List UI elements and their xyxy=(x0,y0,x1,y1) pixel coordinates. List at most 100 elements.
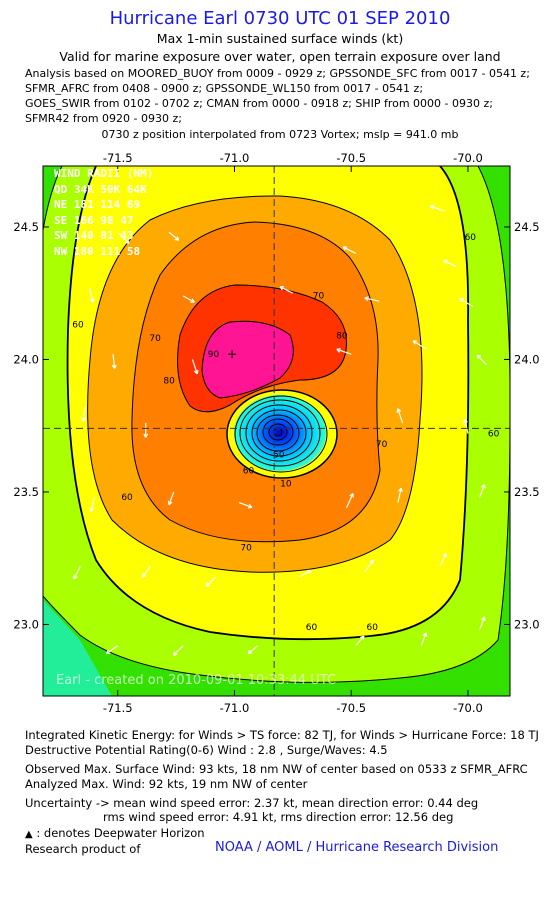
uncertainty-line-2: rms wind speed error: 4.91 kt, rms direc… xyxy=(103,810,454,824)
eye-contour-2 xyxy=(234,395,328,473)
wind-vector xyxy=(167,491,175,506)
deepwater-legend: ▲ : denotes Deepwater Horizon xyxy=(25,826,205,840)
wind-vector xyxy=(355,635,365,647)
wind-vector xyxy=(476,354,488,366)
contour-lines xyxy=(43,166,510,683)
contour-label: 90 xyxy=(208,350,220,360)
wind-vector xyxy=(111,354,117,369)
wind-vector xyxy=(247,645,259,655)
wind-vector xyxy=(342,246,357,254)
wind-vector xyxy=(89,287,95,303)
wind-vector xyxy=(463,418,469,434)
wind-radii-row: QD 34K 50K 64K xyxy=(54,182,147,196)
eye-contour-5 xyxy=(251,409,307,457)
analysis-line-1: Analysis based on MOORED_BUOY from 0009 … xyxy=(25,67,530,80)
research-label: Research product of xyxy=(25,842,141,856)
position-note: 0730 z position interpolated from 0723 V… xyxy=(101,128,459,141)
contour-label: 60 xyxy=(72,321,84,331)
analysis-line-2: SFMR_AFRC from 0408 - 0900 z; GPSSONDE_W… xyxy=(25,82,424,95)
contour-label: 10 xyxy=(280,480,292,490)
watermark: Earl - created on 2010-09-01 10:33:44 UT… xyxy=(56,673,337,688)
wind-radii-row: SW 140 81 43 xyxy=(54,229,134,243)
wind-radii-row: NW 180 111 58 xyxy=(54,244,141,258)
contour-label: 70 xyxy=(313,292,325,302)
wind-vector xyxy=(89,497,95,513)
wind-vector xyxy=(429,204,445,212)
contour-label: 60 xyxy=(488,429,500,439)
contour-label: 70 xyxy=(240,543,252,553)
wind-radii-title: WIND RADII (NM) xyxy=(54,167,154,180)
wind-vector xyxy=(420,632,428,646)
wind-vector xyxy=(459,297,473,307)
axis-ticks xyxy=(43,166,510,696)
uncertainty-line-1: Uncertainty -> mean wind speed error: 2.… xyxy=(25,796,479,810)
x-tick-label: -71.5 xyxy=(103,151,133,165)
x-tick-label: -70.5 xyxy=(336,151,366,165)
x-tick-label: -70.5 xyxy=(336,701,366,715)
fill-below-40-sw xyxy=(43,600,112,696)
x-tick-label: -70.0 xyxy=(453,701,483,715)
wind-vector xyxy=(238,501,253,509)
wind-vector xyxy=(182,295,195,303)
y-tick-label: 23.0 xyxy=(13,617,39,631)
validity-note: Valid for marine exposure over water, op… xyxy=(59,49,501,64)
wind-vector xyxy=(172,645,184,656)
wind-vector xyxy=(336,348,352,355)
wind-vector xyxy=(168,231,180,241)
kinetic-energy: Integrated Kinetic Energy: for Winds > T… xyxy=(25,728,539,742)
wind-vector xyxy=(479,616,486,630)
x-tick-label: -71.0 xyxy=(220,701,250,715)
wind-vector xyxy=(346,492,354,509)
contour-line-90 xyxy=(201,320,294,399)
wind-radii-row: NE 181 114 69 xyxy=(54,198,141,212)
chart-subtitle: Max 1-min sustained surface winds (kt) xyxy=(156,31,404,46)
contour-labels: 60 70 60 70 80 90 80 70 60 60 50 60 10 70 60 60 xyxy=(72,233,499,633)
contour-label: 80 xyxy=(163,376,175,386)
contour-line-64 xyxy=(87,195,423,573)
y-tick-label: 24.5 xyxy=(514,220,540,234)
contour-label: 60 xyxy=(121,493,133,503)
wind-vector xyxy=(439,552,448,567)
wind-vector xyxy=(143,423,149,438)
chart-title: Hurricane Earl 0730 UTC 01 SEP 2010 xyxy=(109,8,451,29)
wind-vector xyxy=(364,296,380,302)
eye-contour-3 xyxy=(239,399,321,467)
contour-line-60 xyxy=(66,166,470,641)
x-tick-label: -70.0 xyxy=(453,151,483,165)
max-wind-marker xyxy=(228,350,237,359)
x-tick-label: -71.0 xyxy=(220,151,250,165)
contour-label: 50 xyxy=(273,451,285,461)
contour-line-80 xyxy=(177,284,347,413)
eye-contour-7 xyxy=(262,418,294,446)
wind-vector xyxy=(279,286,294,294)
y-tick-label: 23.0 xyxy=(514,617,540,631)
noaa-credit-link[interactable]: NOAA / AOML / Hurricane Research Divisio… xyxy=(215,840,499,855)
y-tick-label: 24.0 xyxy=(514,352,540,366)
wind-vector xyxy=(397,487,403,503)
wind-vectors xyxy=(73,204,488,656)
wind-radii-table: WIND RADII (NM) QD 34K 50K 64K NE 181 11… xyxy=(54,166,153,260)
analysis-line-4: SFMR42 from 0920 - 0930 z; xyxy=(25,112,182,125)
contour-line-outer xyxy=(43,166,63,231)
y-tick-label: 23.5 xyxy=(13,485,39,499)
wind-vector xyxy=(117,231,130,245)
eye-contour-8 xyxy=(268,423,288,441)
wind-vector xyxy=(479,483,486,498)
triangle-icon: ▲ xyxy=(25,829,33,840)
wind-radii-row: SE 166 98 47 xyxy=(54,213,134,227)
analysis-line-3: GOES_SWIR from 0102 - 0702 z; CMAN from … xyxy=(25,97,493,110)
wind-vector xyxy=(191,359,199,375)
contour-fills xyxy=(43,166,510,696)
analyzed-max-wind: Analyzed Max. Wind: 92 kts, 19 nm NW of … xyxy=(25,777,308,791)
contour-label: 70 xyxy=(376,440,388,450)
observed-max-wind: Observed Max. Surface Wind: 93 kts, 18 n… xyxy=(25,762,528,776)
contour-label: 70 xyxy=(149,334,161,344)
center-crosshair xyxy=(43,166,510,696)
wind-vector xyxy=(205,576,217,587)
y-tick-label: 24.0 xyxy=(13,352,39,366)
wind-vector xyxy=(299,569,312,578)
y-tick-label: 23.5 xyxy=(514,485,540,499)
eye-contour-6 xyxy=(256,414,300,452)
wind-vector xyxy=(105,645,119,655)
